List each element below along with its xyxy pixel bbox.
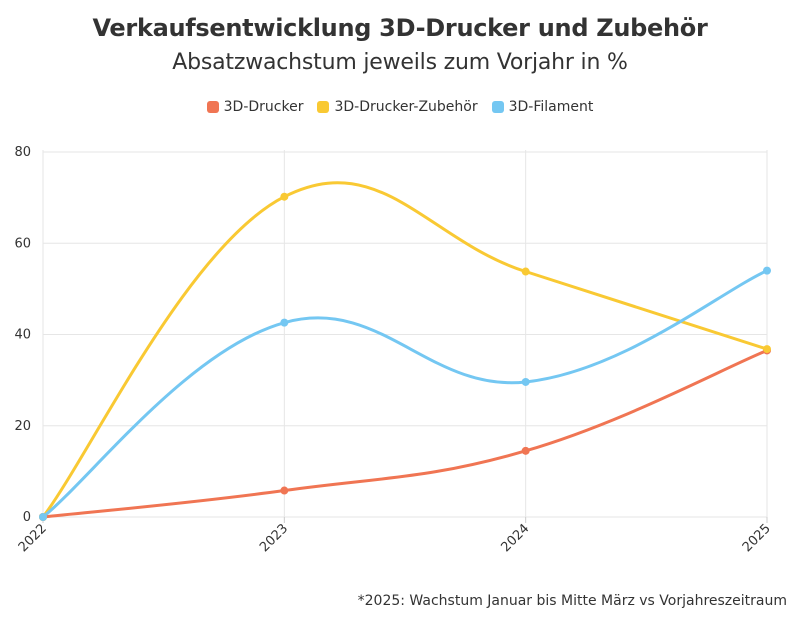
legend-label: 3D-Drucker [223, 99, 304, 115]
x-tick-label: 2023 [257, 521, 291, 555]
legend-item-3d-drucker[interactable]: 3D-Drucker [206, 99, 304, 115]
data-point-2-1 [280, 318, 289, 327]
footnote: *2025: Wachstum Januar bis Mitte März vs… [357, 593, 787, 609]
series-line-0 [41, 348, 769, 519]
legend-label: 3D-Drucker-Zubehör [334, 99, 478, 115]
series-line-2 [41, 269, 769, 519]
data-point-0-1 [280, 486, 289, 495]
legend-swatch [491, 101, 504, 113]
data-point-1-3 [763, 345, 771, 354]
legend-item-3d-filament[interactable]: 3D-Filament [491, 99, 594, 115]
y-tick-label: 60 [14, 236, 31, 251]
series-line-1 [41, 181, 769, 519]
data-point-2-2 [521, 377, 530, 386]
legend-label: 3D-Filament [508, 99, 594, 115]
legend-swatch [317, 101, 330, 113]
legend-swatch [206, 101, 219, 113]
x-tick-label: 2022 [16, 521, 50, 555]
y-tick-label: 80 [14, 145, 31, 160]
chart-subtitle: Absatzwachstum jeweils zum Vorjahr in % [172, 50, 628, 75]
legend: 3D-Drucker 3D-Drucker-Zubehör 3D-Filamen… [0, 99, 800, 115]
x-tick-label: 2025 [740, 521, 774, 555]
legend-item-3d-drucker-zubehoer[interactable]: 3D-Drucker-Zubehör [317, 99, 478, 115]
data-point-0-2 [521, 446, 530, 455]
chart-title: Verkaufsentwicklung 3D-Drucker und Zubeh… [92, 14, 708, 42]
data-point-2-3 [763, 266, 771, 275]
y-tick-label: 20 [14, 419, 31, 434]
y-tick-label: 0 [23, 510, 31, 525]
y-tick-label: 40 [14, 328, 31, 343]
x-tick-label: 2024 [498, 521, 532, 555]
data-point-1-1 [280, 192, 289, 201]
data-point-1-2 [521, 267, 530, 276]
data-point-2-0 [39, 513, 47, 521]
